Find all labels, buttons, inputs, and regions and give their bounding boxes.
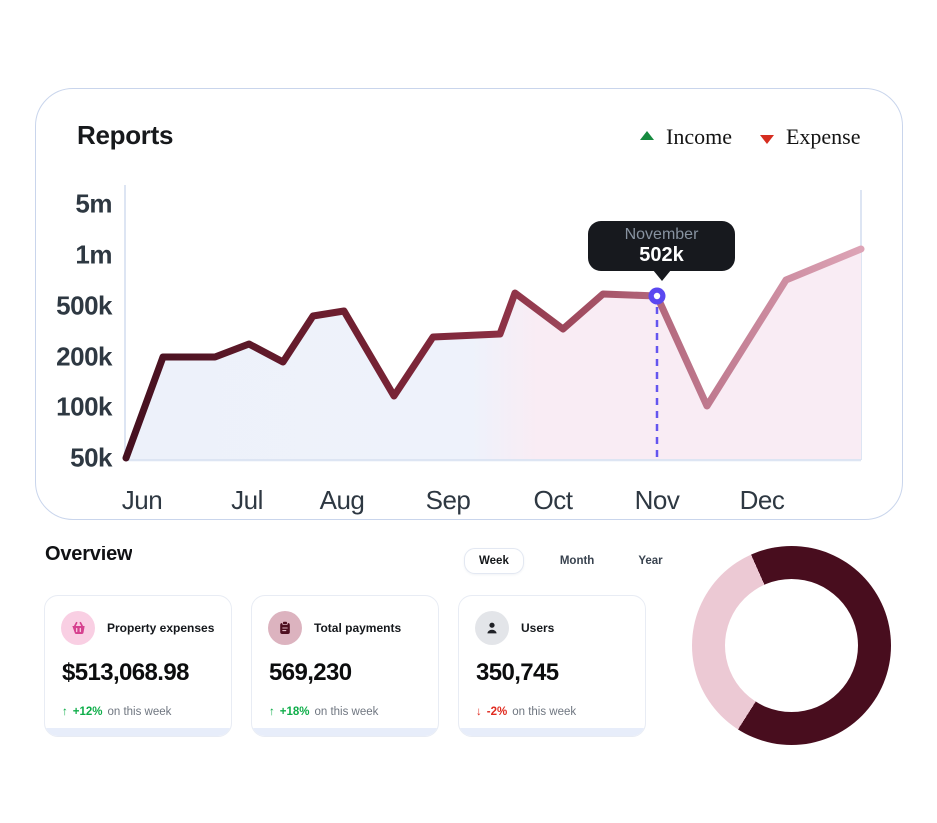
trend-percent: +18%: [279, 706, 310, 718]
y-axis-label: 5m: [75, 188, 112, 219]
card-label: Users: [521, 621, 555, 635]
tab-year[interactable]: Year: [638, 555, 663, 567]
card-trend: ↓ -2% on this week: [476, 706, 576, 718]
tab-month[interactable]: Month: [559, 555, 595, 567]
chart-tooltip: November 502k: [588, 221, 735, 271]
reports-card: [35, 88, 903, 520]
card-users[interactable]: Users 350,745 ↓ -2% on this week: [458, 595, 646, 737]
x-axis-label: Jul: [231, 485, 263, 515]
tab-week[interactable]: Week: [464, 548, 524, 574]
x-axis-label: Dec: [739, 485, 785, 515]
card-trend: ↑ +18% on this week: [269, 706, 378, 718]
trend-suffix: on this week: [512, 706, 577, 718]
card-head: Total payments: [268, 611, 401, 645]
legend-item-expense: Expense: [759, 124, 861, 150]
chart-legend: Income Expense: [640, 124, 861, 150]
x-axis-label: Nov: [634, 485, 680, 515]
x-axis-label: Aug: [319, 485, 365, 515]
tooltip-month: November: [624, 226, 699, 244]
x-axis-label: Jun: [121, 485, 163, 515]
card-bottom-strip: [45, 728, 231, 736]
tooltip-value: 502k: [639, 243, 684, 266]
basket-icon: [61, 611, 95, 645]
card-value: $513,068.98: [62, 659, 189, 686]
y-axis-label: 500k: [56, 290, 112, 321]
up-arrow-icon: ↑: [269, 706, 275, 718]
up-arrow-icon: ↑: [62, 706, 68, 718]
user-icon: [475, 611, 509, 645]
trend-percent: -2%: [486, 706, 508, 718]
y-axis-label: 1m: [75, 239, 112, 270]
card-label: Total payments: [314, 621, 402, 635]
x-axis-label: Oct: [533, 485, 573, 515]
y-axis-label: 50k: [70, 442, 112, 473]
legend-expense-label: Expense: [785, 124, 861, 149]
tooltip-arrow: [653, 270, 671, 281]
card-property-expenses[interactable]: Property expenses $513,068.98 ↑ +12% on …: [44, 595, 232, 737]
card-head: Users: [475, 611, 554, 645]
card-value: 569,230: [269, 659, 352, 686]
donut-hole: [725, 579, 858, 712]
y-axis-label: 200k: [56, 341, 112, 372]
trend-suffix: on this week: [107, 706, 172, 718]
clipboard-icon: [268, 611, 302, 645]
reports-title: Reports: [77, 120, 174, 150]
card-total-payments[interactable]: Total payments 569,230 ↑ +18% on this we…: [251, 595, 439, 737]
card-value: 350,745: [476, 659, 559, 686]
card-bottom-strip: [459, 728, 645, 736]
card-head: Property expenses: [61, 611, 214, 645]
income-up-triangle-icon: [640, 131, 654, 140]
expense-down-triangle-icon: [759, 134, 774, 144]
y-axis-label: 100k: [56, 391, 112, 422]
x-axis-label: Sep: [425, 485, 471, 515]
period-tabs: Week Month Year: [464, 548, 671, 574]
down-arrow-icon: ↓: [476, 706, 482, 718]
legend-item-income: Income: [640, 124, 732, 150]
trend-percent: +12%: [72, 706, 103, 718]
overview-title: Overview: [45, 546, 133, 565]
card-label: Property expenses: [107, 621, 215, 635]
card-bottom-strip: [252, 728, 438, 736]
donut-chart: [692, 546, 891, 745]
legend-income-label: Income: [666, 124, 732, 149]
card-trend: ↑ +12% on this week: [62, 706, 171, 718]
trend-suffix: on this week: [314, 706, 379, 718]
